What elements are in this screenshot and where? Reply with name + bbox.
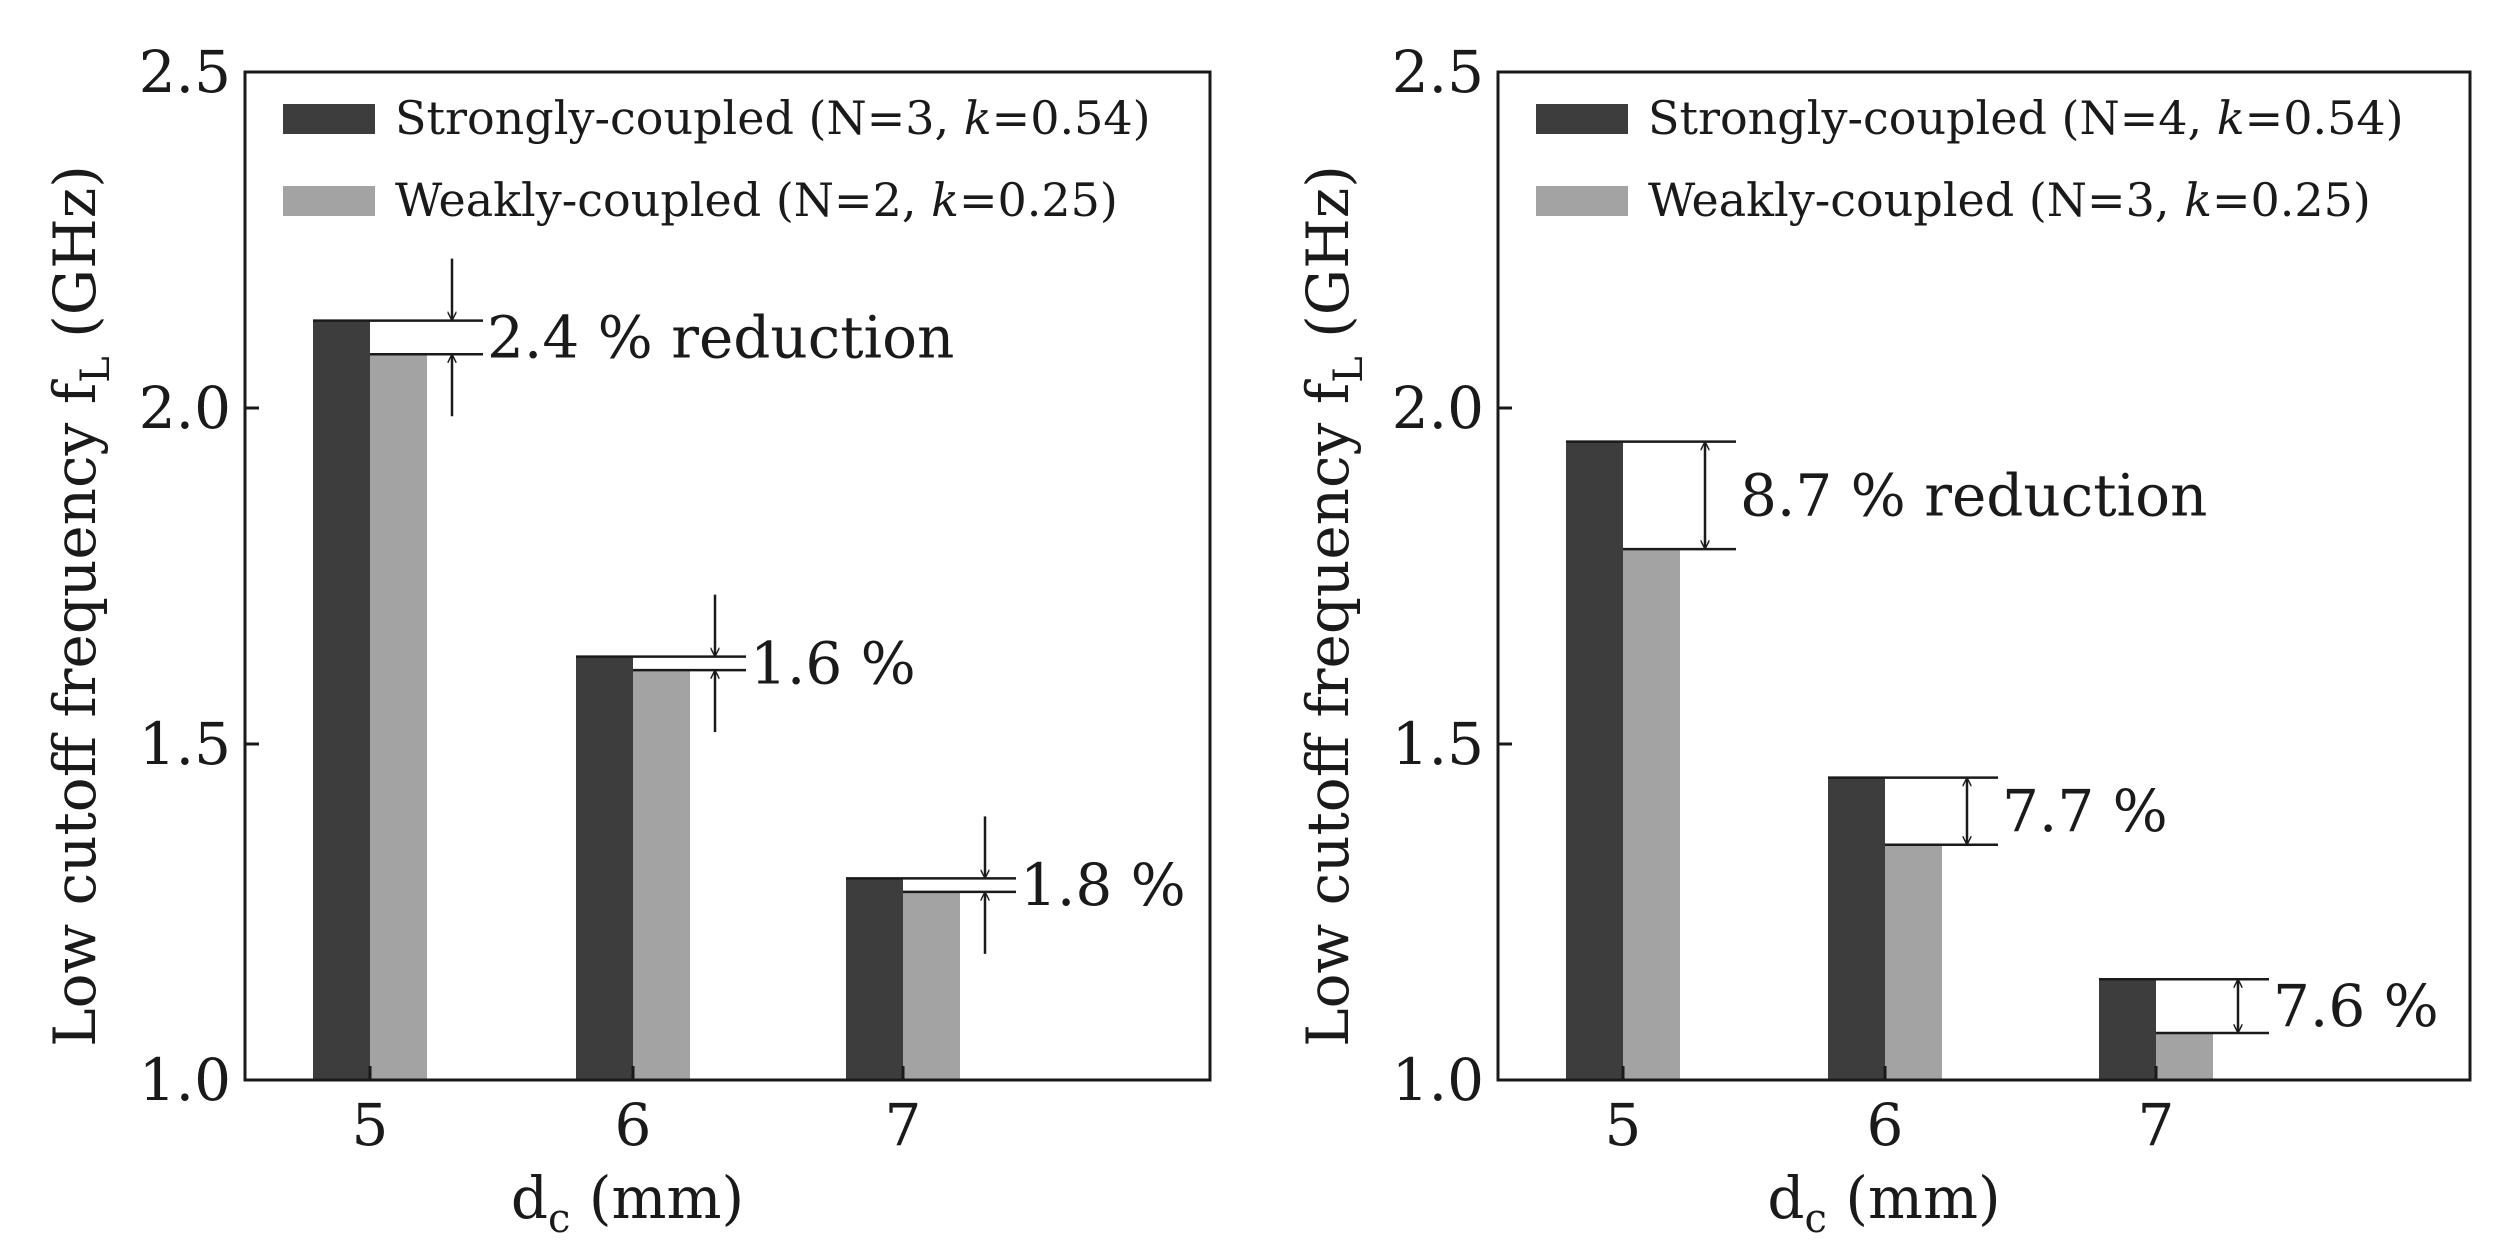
annotation-7: 1.8 % <box>846 816 1186 954</box>
annotation-label: 1.8 % <box>1020 851 1186 919</box>
legend-swatch-strong <box>1536 104 1628 134</box>
annotation-label: 2.4 % reduction <box>487 303 954 371</box>
x-tick-label: 7 <box>2138 1091 2175 1159</box>
bar-strong-7 <box>2099 979 2156 1080</box>
y-axis-label: Low cutoff frequency fL (GHz) <box>1294 165 1372 1047</box>
x-tick-label: 7 <box>885 1091 922 1159</box>
legend-label-weak: Weakly-coupled (N=3, k=0.25) <box>1648 173 2371 227</box>
bar-weak-6 <box>1885 844 1942 1080</box>
bar-strong-6 <box>576 656 633 1080</box>
legend: Strongly-coupled (N=4, k=0.54) Weakly-cou… <box>1536 91 2404 227</box>
bar-strong-7 <box>846 878 903 1080</box>
legend-swatch-weak <box>283 186 375 216</box>
annotation-label: 8.7 % reduction <box>1740 461 2207 529</box>
bar-weak-5 <box>370 354 427 1080</box>
bar-weak-5 <box>1623 549 1680 1080</box>
chart-panel-2: 8.7 % reduction 7.7 % 7.6 % 1.0 1.5 2.0 2.5 5 6 7… <box>1294 38 2472 1242</box>
legend: Strongly-coupled (N=3, k=0.54) Weakly-cou… <box>283 91 1151 227</box>
bar-weak-7 <box>2156 1032 2213 1080</box>
y-tick-label: 2.5 <box>1392 38 1484 106</box>
y-tick-label: 1.0 <box>1392 1046 1484 1114</box>
legend-label-weak: Weakly-coupled (N=2, k=0.25) <box>395 173 1118 227</box>
y-tick-label: 2.0 <box>139 374 231 442</box>
x-tick-label: 6 <box>1867 1091 1904 1159</box>
chart-panel-1: 2.4 % reduction 1.6 % 1.8 % 1.0 1.5 2.0 2.5 5 6 7… <box>41 38 1212 1242</box>
bar-weak-6 <box>633 670 690 1080</box>
bar-strong-6 <box>1828 777 1885 1080</box>
bar-strong-5 <box>1566 441 1623 1081</box>
x-tick-label: 5 <box>352 1091 389 1159</box>
x-tick-label: 5 <box>1605 1091 1642 1159</box>
annotation-6: 7.7 % <box>1828 776 2168 847</box>
annotation-5: 8.7 % reduction <box>1566 440 2207 551</box>
y-tick-label: 2.0 <box>1392 374 1484 442</box>
legend-swatch-weak <box>1536 186 1628 216</box>
annotation-6: 1.6 % <box>576 594 916 733</box>
y-tick-label: 1.5 <box>1392 710 1484 778</box>
bar-strong-5 <box>313 320 370 1080</box>
y-axis-label: Low cutoff frequency fL (GHz) <box>41 165 119 1047</box>
x-tick-label: 6 <box>615 1091 652 1159</box>
annotation-7: 7.6 % <box>2099 972 2439 1040</box>
x-axis-label: dc (mm) <box>511 1164 744 1242</box>
y-tick-label: 1.0 <box>139 1046 231 1114</box>
legend-label-strong: Strongly-coupled (N=4, k=0.54) <box>1648 91 2404 145</box>
bar-weak-7 <box>903 891 960 1080</box>
y-tick-label: 2.5 <box>139 38 231 106</box>
annotation-label: 7.7 % <box>2002 777 2168 845</box>
legend-swatch-strong <box>283 104 375 134</box>
legend-label-strong: Strongly-coupled (N=3, k=0.54) <box>395 91 1151 145</box>
y-tick-label: 1.5 <box>139 710 231 778</box>
plot-frame <box>243 70 1212 1082</box>
x-axis-label: dc (mm) <box>1767 1164 2000 1242</box>
annotation-label: 7.6 % <box>2273 972 2439 1040</box>
annotation-5: 2.4 % reduction <box>313 258 954 417</box>
plot-frame <box>1496 70 2472 1082</box>
annotation-label: 1.6 % <box>750 629 916 697</box>
